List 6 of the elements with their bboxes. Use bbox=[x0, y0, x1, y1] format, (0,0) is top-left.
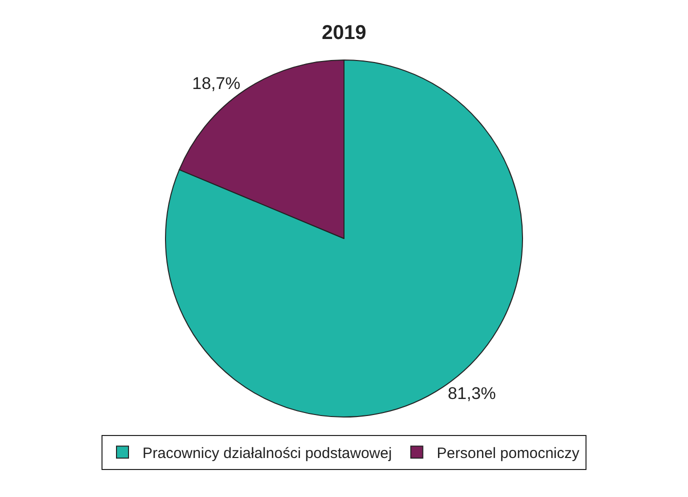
pie-slice bbox=[165, 60, 523, 418]
data-label: 81,3% bbox=[448, 384, 496, 404]
legend-label: Pracownicy działalności podstawowej bbox=[142, 444, 392, 462]
chart-title: 2019 bbox=[322, 22, 366, 44]
data-label: 18,7% bbox=[192, 74, 240, 93]
legend-label: Personel pomocniczy bbox=[436, 444, 580, 462]
